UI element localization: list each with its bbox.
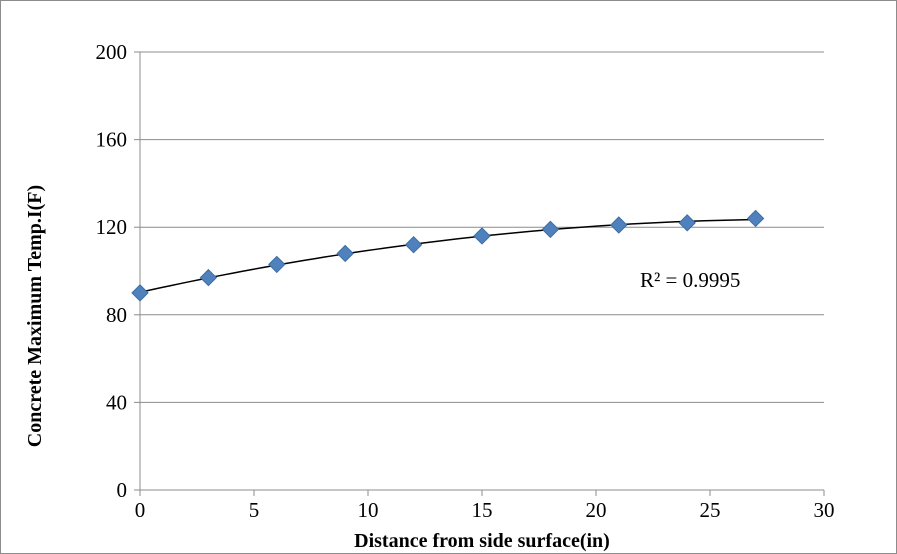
data-point: [746, 209, 765, 228]
gridlines: [140, 51, 824, 403]
y-tick-label: 0: [117, 478, 128, 502]
x-tick-label: 30: [814, 498, 835, 522]
data-point: [610, 216, 628, 234]
x-tick-label: 10: [358, 498, 379, 522]
data-point: [199, 268, 218, 287]
data-point: [541, 220, 560, 239]
data-point: [131, 284, 149, 302]
data-point: [404, 236, 423, 254]
data-point: [268, 255, 286, 274]
x-tick-label: 5: [249, 498, 260, 522]
y-tick-label: 80: [106, 303, 127, 327]
data-point: [678, 214, 696, 232]
y-tick-label: 40: [106, 390, 127, 414]
x-tick-label: 0: [135, 498, 146, 522]
tick-labels: 0 40 80 120 160 200 0 5 10 15 20 25 30: [96, 40, 835, 522]
x-tick-label: 15: [472, 498, 493, 522]
trendline: [139, 218, 756, 293]
data-point: [336, 244, 354, 263]
x-axis-title: Distance from side surface(in): [354, 530, 610, 552]
y-tick-label: 200: [96, 40, 128, 64]
x-tick-label: 20: [586, 498, 607, 522]
data-points: [131, 209, 765, 302]
y-tick-label: 160: [96, 128, 128, 152]
r-squared-annotation: R² = 0.9995: [640, 268, 740, 292]
trendline-layer: [139, 218, 756, 293]
data-point: [473, 227, 491, 245]
y-axis-title: Concrete Maximum Temp.I(F): [24, 185, 46, 447]
y-tick-label: 120: [96, 215, 128, 239]
axes: [134, 51, 825, 496]
x-tick-label: 25: [700, 498, 721, 522]
